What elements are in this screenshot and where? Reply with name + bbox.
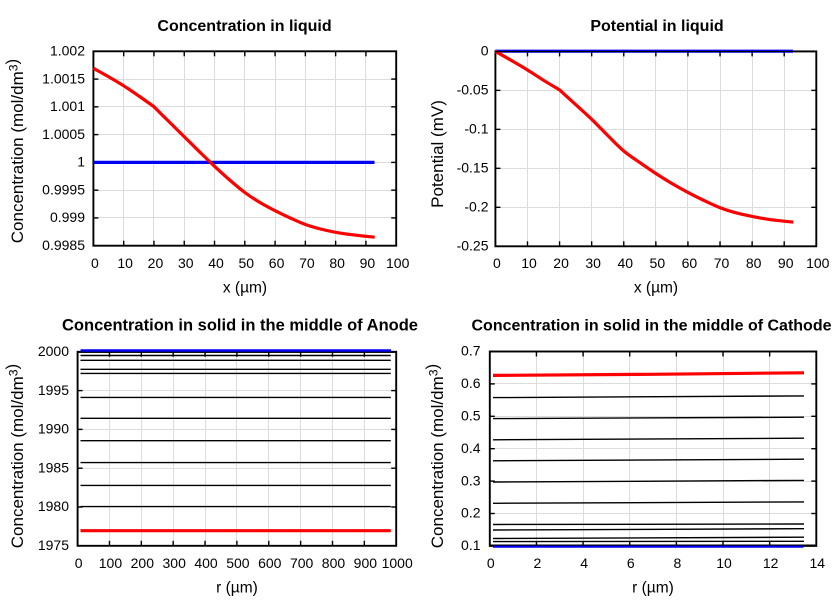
svg-text:200: 200 xyxy=(131,555,155,571)
svg-text:0.9995: 0.9995 xyxy=(42,181,85,197)
svg-text:30: 30 xyxy=(178,255,194,271)
svg-text:0.2: 0.2 xyxy=(461,505,481,521)
svg-text:0: 0 xyxy=(487,555,495,571)
svg-text:80: 80 xyxy=(746,255,762,271)
svg-text:20: 20 xyxy=(148,255,164,271)
svg-text:10: 10 xyxy=(716,555,732,571)
svg-text:2: 2 xyxy=(534,555,542,571)
svg-text:r (µm): r (µm) xyxy=(216,580,258,597)
svg-text:1985: 1985 xyxy=(38,459,69,475)
svg-text:50: 50 xyxy=(650,255,666,271)
svg-text:-0.05: -0.05 xyxy=(457,82,489,98)
svg-text:700: 700 xyxy=(290,555,314,571)
svg-text:14: 14 xyxy=(810,555,826,571)
svg-text:900: 900 xyxy=(354,555,378,571)
svg-text:0.999: 0.999 xyxy=(50,209,85,225)
svg-text:30: 30 xyxy=(585,255,601,271)
svg-text:100: 100 xyxy=(806,255,830,271)
svg-text:40: 40 xyxy=(617,255,633,271)
svg-text:70: 70 xyxy=(299,255,315,271)
svg-text:x (µm): x (µm) xyxy=(634,280,678,297)
svg-text:90: 90 xyxy=(778,255,794,271)
svg-text:r (µm): r (µm) xyxy=(632,580,674,597)
svg-text:70: 70 xyxy=(714,255,730,271)
svg-text:8: 8 xyxy=(673,555,681,571)
svg-text:0: 0 xyxy=(91,255,99,271)
svg-text:1990: 1990 xyxy=(38,421,69,437)
svg-text:Potential (mV): Potential (mV) xyxy=(428,100,447,208)
svg-text:2000: 2000 xyxy=(38,343,69,359)
svg-text:90: 90 xyxy=(360,255,376,271)
svg-text:1.0005: 1.0005 xyxy=(42,126,85,142)
svg-text:0: 0 xyxy=(481,43,489,59)
svg-text:x (µm): x (µm) xyxy=(223,280,267,297)
svg-text:400: 400 xyxy=(194,555,218,571)
svg-text:10: 10 xyxy=(521,255,537,271)
svg-text:1995: 1995 xyxy=(38,382,69,398)
svg-text:4: 4 xyxy=(580,555,588,571)
svg-text:0.3: 0.3 xyxy=(461,472,481,488)
svg-text:80: 80 xyxy=(329,255,345,271)
svg-text:0.4: 0.4 xyxy=(461,440,481,456)
svg-text:-0.1: -0.1 xyxy=(464,121,488,137)
svg-text:Concentration in liquid: Concentration in liquid xyxy=(157,18,331,35)
svg-text:0: 0 xyxy=(75,555,83,571)
svg-text:0.5: 0.5 xyxy=(461,408,481,424)
svg-text:0.1: 0.1 xyxy=(461,537,481,553)
svg-text:0: 0 xyxy=(493,255,501,271)
svg-text:300: 300 xyxy=(163,555,187,571)
svg-text:1.002: 1.002 xyxy=(50,43,85,59)
svg-text:100: 100 xyxy=(386,255,410,271)
svg-text:800: 800 xyxy=(322,555,346,571)
svg-text:60: 60 xyxy=(682,255,698,271)
svg-text:-0.25: -0.25 xyxy=(457,238,489,254)
svg-text:12: 12 xyxy=(763,555,779,571)
svg-text:600: 600 xyxy=(258,555,282,571)
svg-text:50: 50 xyxy=(239,255,255,271)
svg-text:-0.2: -0.2 xyxy=(464,199,488,215)
svg-text:0.7: 0.7 xyxy=(461,343,481,359)
svg-text:500: 500 xyxy=(226,555,250,571)
svg-text:-0.15: -0.15 xyxy=(457,160,489,176)
svg-text:6: 6 xyxy=(627,555,635,571)
svg-text:1000: 1000 xyxy=(382,555,413,571)
svg-text:0.6: 0.6 xyxy=(461,375,481,391)
svg-text:1: 1 xyxy=(77,154,85,170)
svg-text:Concentration in solid in the: Concentration in solid in the middle of … xyxy=(62,317,418,335)
svg-text:100: 100 xyxy=(99,555,123,571)
svg-text:Concentration in solid in the: Concentration in solid in the middle of … xyxy=(472,318,832,335)
svg-text:40: 40 xyxy=(208,255,224,271)
svg-text:1.001: 1.001 xyxy=(50,98,85,114)
svg-text:0.9985: 0.9985 xyxy=(42,237,85,253)
svg-text:1975: 1975 xyxy=(38,537,69,553)
svg-text:60: 60 xyxy=(269,255,285,271)
svg-text:10: 10 xyxy=(117,255,133,271)
svg-text:20: 20 xyxy=(553,255,569,271)
svg-text:1980: 1980 xyxy=(38,498,69,514)
svg-text:1.0015: 1.0015 xyxy=(42,70,85,86)
svg-text:Potential in liquid: Potential in liquid xyxy=(590,18,723,35)
